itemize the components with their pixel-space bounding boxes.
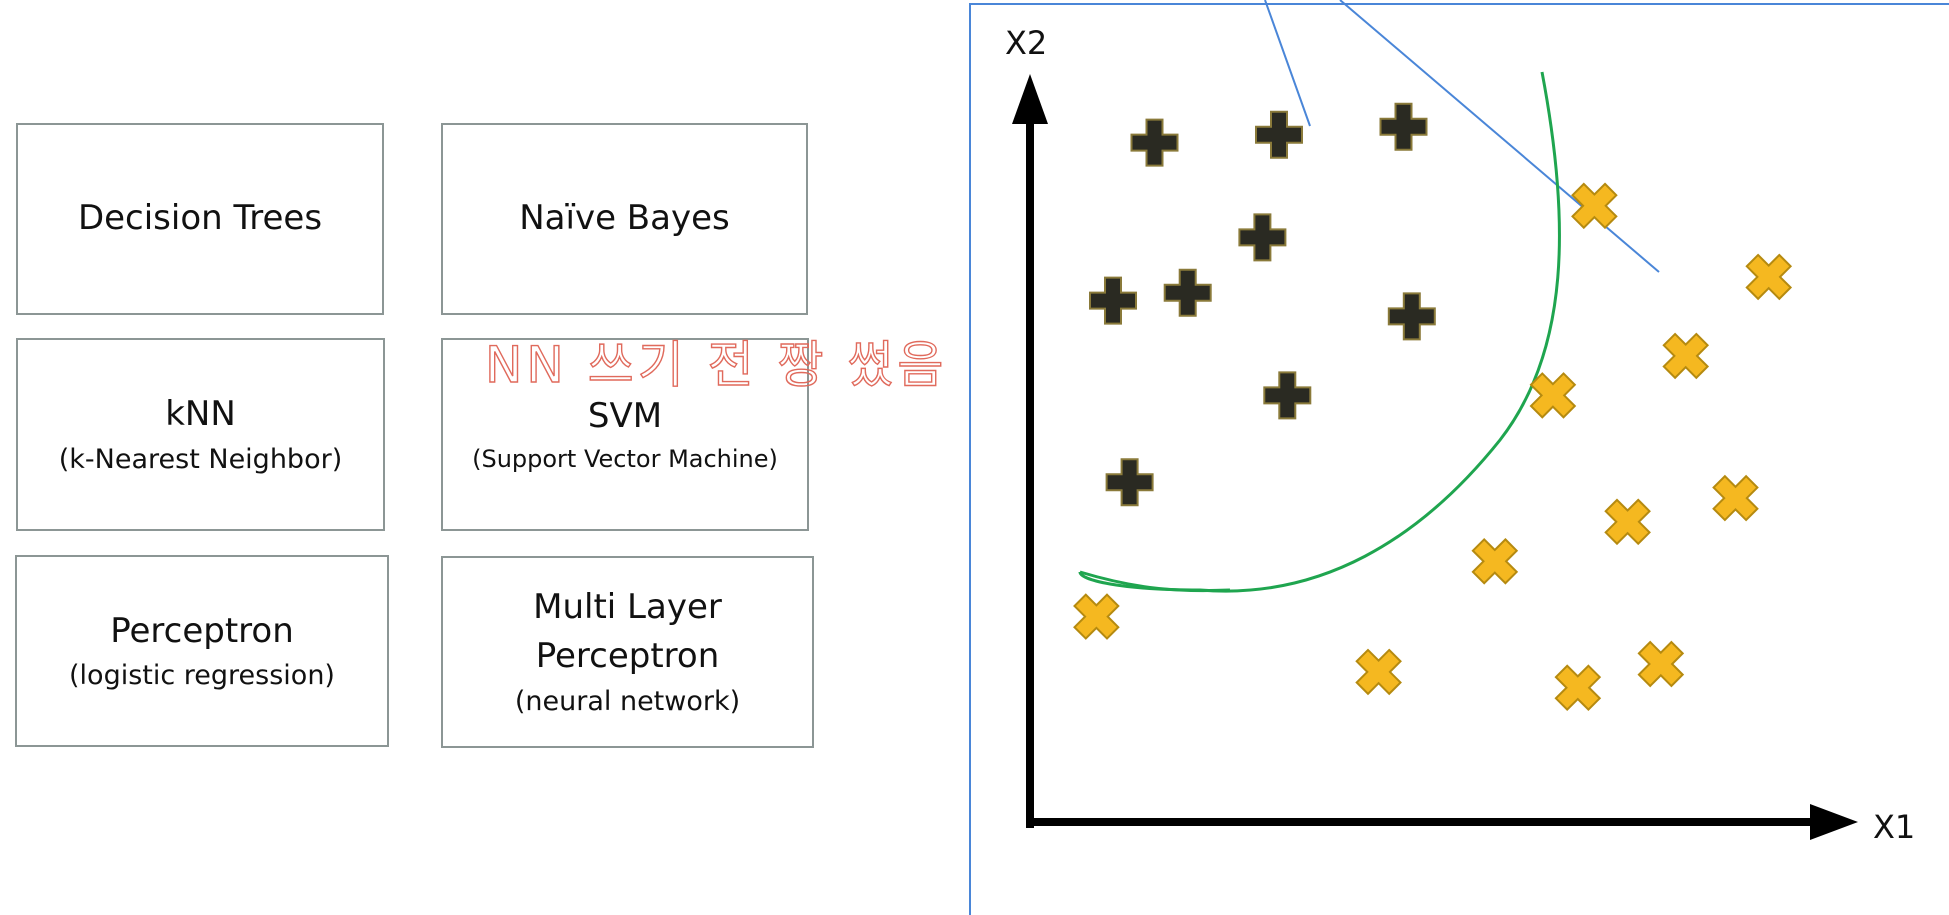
y-axis-label: X2 [1005,24,1047,62]
cross-marker-3 [1662,332,1710,380]
mlp-subtitle: (neural network) [514,685,741,717]
naive-bayes-title: Naïve Bayes [519,198,730,239]
cross-marker-7 [1471,537,1519,585]
decision-trees-title: Decision Trees [77,198,323,239]
perceptron-box: Perceptron (logistic regression) [15,555,389,747]
knn-box: kNN (k-Nearest Neighbor) [16,338,385,531]
plus-marker-6 [1163,268,1212,317]
perceptron-title: Perceptron [110,610,294,651]
plus-marker-4 [1238,213,1287,262]
y-axis-arrow [1012,74,1048,124]
plot-frame [969,3,1949,915]
cross-marker-4 [1529,372,1577,419]
pointer-line-plus [1264,0,1311,127]
decision-trees-box: Decision Trees [16,123,384,315]
cross-marker-11 [1637,640,1685,688]
decision-boundary-tail [1079,570,1231,593]
cross-marker-5 [1604,498,1651,546]
svm-title: SVM [587,396,663,437]
cross-marker-6 [1712,474,1759,522]
svm-box: SVM (Support Vector Machine) [441,338,809,531]
cross-marker-8 [1073,593,1120,640]
handwritten-annotation: NN 쓰기 전 짱 썼음 [485,336,947,394]
knn-subtitle: (k-Nearest Neighbor) [58,443,343,475]
plus-marker-2 [1255,110,1303,159]
multi-layer-perceptron-box: Multi Layer Perceptron (neural network) [441,556,814,748]
cross-marker-9 [1355,648,1402,696]
cross-marker-2 [1745,253,1793,301]
plus-marker-5 [1089,276,1137,325]
x-axis-label: X1 [1873,808,1915,846]
naive-bayes-box: Naïve Bayes [441,123,808,315]
perceptron-subtitle: (logistic regression) [69,660,335,692]
plus-marker-7 [1387,292,1436,341]
plus-marker-1 [1130,118,1179,167]
plus-marker-8 [1263,371,1312,420]
plus-marker-3 [1379,102,1428,151]
x-axis-arrow [1810,804,1858,840]
cross-marker-10 [1554,664,1602,712]
pointer-line-cross [1339,0,1660,273]
knn-title: kNN [165,394,236,435]
svm-subtitle: (Support Vector Machine) [472,444,778,473]
cross-marker-1 [1571,182,1618,230]
mlp-title: Multi Layer Perceptron [533,587,722,677]
plus-marker-9 [1105,458,1154,507]
